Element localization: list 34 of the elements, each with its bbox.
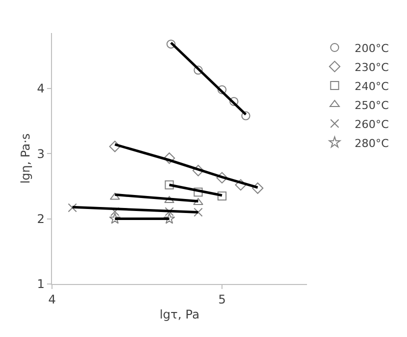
legend-label: 250°C [354, 98, 390, 112]
point [109, 140, 121, 152]
point [109, 212, 121, 224]
point [192, 164, 204, 176]
point [235, 179, 246, 191]
legend-label: 230°C [354, 60, 390, 74]
y-axis-title: lgη, Pa·s [18, 133, 32, 184]
point [166, 40, 176, 49]
x-axis-title: lgτ, Pa [160, 307, 200, 322]
y-tick-label: 3 [36, 146, 45, 161]
point [194, 66, 203, 75]
point [68, 203, 77, 212]
point [163, 212, 176, 224]
point [218, 85, 226, 94]
point [164, 196, 174, 204]
legend-label: 280°C [354, 136, 390, 150]
point [218, 191, 226, 200]
legend-label: 240°C [354, 80, 390, 93]
point [193, 198, 204, 206]
y-tick-label: 4 [36, 82, 45, 96]
y-tick-label: 1 [36, 277, 45, 292]
point [241, 111, 250, 120]
point [252, 182, 264, 194]
point [164, 207, 174, 216]
legend-label: 200°C [354, 42, 390, 55]
point [229, 96, 238, 106]
point [194, 208, 203, 217]
point [164, 152, 175, 164]
point [194, 188, 203, 197]
point [164, 180, 174, 190]
y-tick-label: 2 [36, 212, 45, 226]
x-tick-label: 5 [218, 292, 226, 306]
legend-label: 260°C [354, 118, 390, 131]
point [216, 172, 228, 184]
